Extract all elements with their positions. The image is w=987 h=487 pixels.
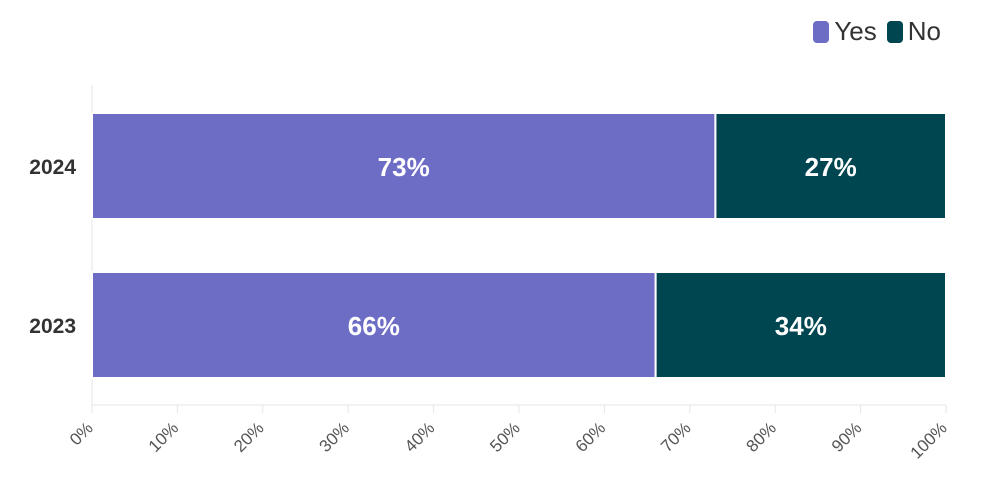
bar-yes-2023 <box>91 271 657 379</box>
x-tick-label: 30% <box>316 418 353 455</box>
x-tick-label: 20% <box>230 418 267 455</box>
x-tick-label: 100% <box>907 418 951 462</box>
data-label: 34% <box>775 311 827 341</box>
legend: Yes No <box>813 16 941 47</box>
bar-no-2024 <box>714 112 947 220</box>
legend-item-yes[interactable]: Yes <box>813 16 877 47</box>
x-tick-label: 90% <box>828 418 865 455</box>
category-label: 2024 <box>29 156 76 179</box>
data-label: 73% <box>378 152 430 182</box>
x-tick-label: 40% <box>401 418 438 455</box>
data-label: 27% <box>805 152 857 182</box>
legend-swatch-yes <box>813 20 830 43</box>
legend-label-no: No <box>907 16 941 46</box>
legend-swatch-no <box>886 20 903 43</box>
x-tick-label: 60% <box>572 418 609 455</box>
bar-no-2023 <box>654 271 947 379</box>
x-tick-label: 0% <box>66 418 97 449</box>
x-tick-label: 10% <box>145 418 182 455</box>
legend-item-no[interactable]: No <box>886 16 941 47</box>
bar-yes-2024 <box>91 112 717 220</box>
category-label: 2023 <box>29 315 76 338</box>
x-tick-label: 70% <box>657 418 694 455</box>
legend-label-yes: Yes <box>834 16 877 46</box>
x-tick-label: 50% <box>486 418 523 455</box>
data-label: 66% <box>348 311 400 341</box>
x-tick-label: 80% <box>743 418 780 455</box>
